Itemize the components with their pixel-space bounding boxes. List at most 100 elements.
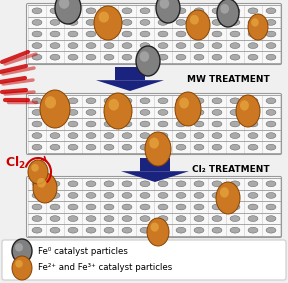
- Ellipse shape: [156, 0, 180, 23]
- Ellipse shape: [179, 98, 189, 109]
- Ellipse shape: [151, 222, 159, 232]
- Ellipse shape: [158, 144, 168, 150]
- Ellipse shape: [176, 181, 186, 187]
- Ellipse shape: [104, 8, 114, 14]
- Ellipse shape: [147, 218, 169, 246]
- Ellipse shape: [212, 181, 222, 187]
- Ellipse shape: [230, 181, 240, 187]
- Ellipse shape: [140, 20, 150, 25]
- Ellipse shape: [31, 164, 39, 172]
- Ellipse shape: [230, 20, 240, 25]
- Ellipse shape: [122, 31, 132, 37]
- Ellipse shape: [122, 144, 132, 150]
- Ellipse shape: [50, 110, 60, 115]
- Ellipse shape: [104, 227, 114, 233]
- FancyBboxPatch shape: [26, 93, 281, 155]
- Ellipse shape: [176, 204, 186, 210]
- FancyBboxPatch shape: [26, 3, 281, 65]
- Ellipse shape: [248, 43, 258, 48]
- Ellipse shape: [158, 20, 168, 25]
- Ellipse shape: [68, 192, 78, 198]
- Ellipse shape: [266, 54, 276, 60]
- Ellipse shape: [32, 227, 42, 233]
- Ellipse shape: [230, 8, 240, 14]
- Ellipse shape: [212, 204, 222, 210]
- Ellipse shape: [86, 144, 96, 150]
- Ellipse shape: [248, 31, 258, 37]
- Ellipse shape: [12, 256, 32, 280]
- Ellipse shape: [158, 192, 168, 198]
- Ellipse shape: [230, 192, 240, 198]
- Ellipse shape: [140, 110, 150, 115]
- Ellipse shape: [140, 54, 150, 60]
- Ellipse shape: [86, 121, 96, 127]
- Ellipse shape: [194, 43, 204, 48]
- Ellipse shape: [136, 46, 160, 76]
- Ellipse shape: [266, 43, 276, 48]
- Ellipse shape: [176, 43, 186, 48]
- Ellipse shape: [40, 90, 70, 128]
- Ellipse shape: [194, 121, 204, 127]
- Ellipse shape: [266, 227, 276, 233]
- Ellipse shape: [175, 92, 201, 126]
- Ellipse shape: [248, 110, 258, 115]
- Ellipse shape: [140, 216, 150, 222]
- Ellipse shape: [248, 216, 258, 222]
- Ellipse shape: [248, 181, 258, 187]
- Ellipse shape: [32, 216, 42, 222]
- Ellipse shape: [104, 181, 114, 187]
- Ellipse shape: [194, 216, 204, 222]
- Ellipse shape: [266, 20, 276, 25]
- Ellipse shape: [122, 8, 132, 14]
- Ellipse shape: [194, 98, 204, 104]
- Ellipse shape: [266, 204, 276, 210]
- Ellipse shape: [140, 144, 150, 150]
- Text: $\mathbf{Cl_2}$: $\mathbf{Cl_2}$: [5, 155, 26, 171]
- Ellipse shape: [122, 121, 132, 127]
- Text: Cl₂ TREATMENT: Cl₂ TREATMENT: [192, 166, 270, 175]
- Ellipse shape: [230, 227, 240, 233]
- Ellipse shape: [240, 100, 249, 111]
- Ellipse shape: [122, 110, 132, 115]
- Ellipse shape: [194, 144, 204, 150]
- Ellipse shape: [248, 121, 258, 127]
- Ellipse shape: [86, 192, 96, 198]
- Ellipse shape: [122, 227, 132, 233]
- Ellipse shape: [15, 260, 23, 268]
- Ellipse shape: [212, 8, 222, 14]
- Ellipse shape: [140, 8, 150, 14]
- Ellipse shape: [32, 181, 42, 187]
- Ellipse shape: [194, 54, 204, 60]
- Ellipse shape: [86, 181, 96, 187]
- Ellipse shape: [12, 239, 32, 263]
- Ellipse shape: [266, 121, 276, 127]
- Ellipse shape: [50, 227, 60, 233]
- Ellipse shape: [122, 43, 132, 48]
- Ellipse shape: [176, 216, 186, 222]
- Ellipse shape: [37, 178, 46, 188]
- Ellipse shape: [68, 181, 78, 187]
- Ellipse shape: [212, 192, 222, 198]
- Ellipse shape: [50, 144, 60, 150]
- Bar: [115, 67, 145, 80]
- Text: Fe²⁺ and Fe³⁺ catalyst particles: Fe²⁺ and Fe³⁺ catalyst particles: [38, 263, 172, 273]
- Bar: [140, 158, 170, 171]
- Ellipse shape: [32, 98, 42, 104]
- Ellipse shape: [158, 121, 168, 127]
- Ellipse shape: [68, 144, 78, 150]
- Ellipse shape: [230, 54, 240, 60]
- Ellipse shape: [140, 121, 150, 127]
- Ellipse shape: [109, 99, 119, 111]
- Ellipse shape: [194, 110, 204, 115]
- Ellipse shape: [220, 4, 229, 14]
- Ellipse shape: [104, 110, 114, 115]
- Ellipse shape: [186, 10, 210, 40]
- Ellipse shape: [158, 204, 168, 210]
- Ellipse shape: [32, 121, 42, 127]
- Ellipse shape: [248, 227, 258, 233]
- Ellipse shape: [248, 98, 258, 104]
- Ellipse shape: [212, 31, 222, 37]
- Ellipse shape: [217, 0, 239, 27]
- Ellipse shape: [122, 98, 132, 104]
- Ellipse shape: [212, 54, 222, 60]
